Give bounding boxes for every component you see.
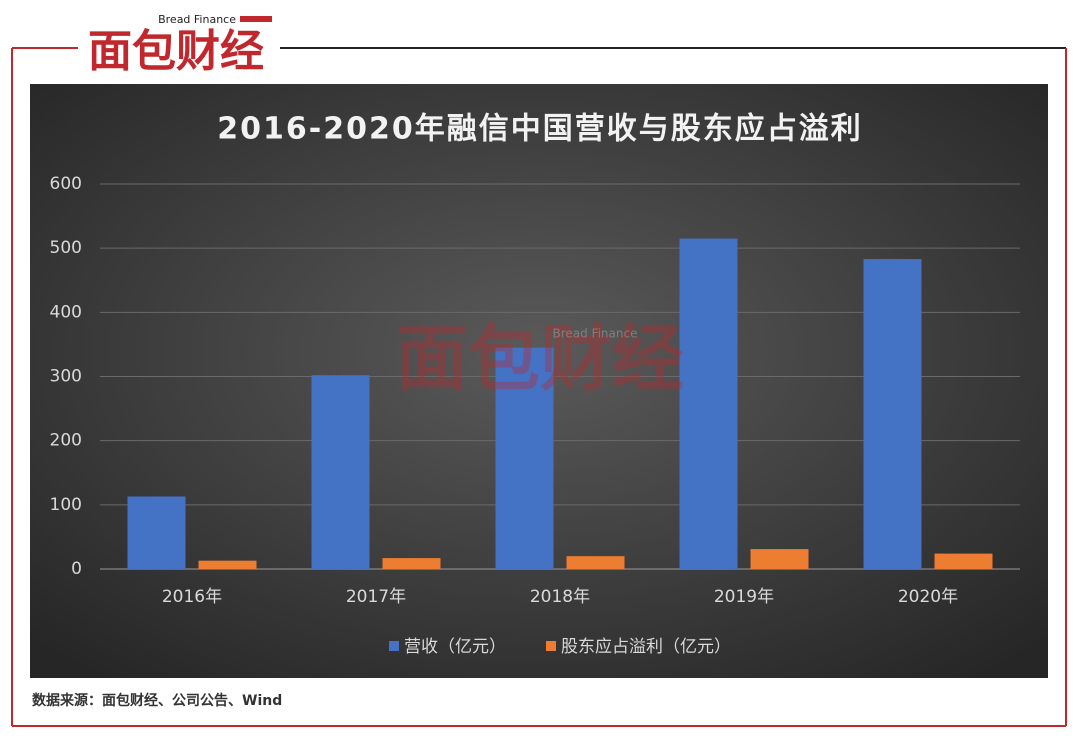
y-tick-label: 400 [50,302,82,322]
plot: 0 100 200 300 400 500 600 2016年 2017年 2018年 2019年 2… [50,174,1020,657]
y-tick-label: 500 [50,238,82,258]
source-note: 数据来源：面包财经、公司公告、Wind [32,692,282,709]
x-tick-label: 2018年 [530,587,590,607]
watermark: 面包财经 [396,317,684,401]
logo-bar [240,16,272,22]
x-tick-label: 2019年 [714,587,774,607]
bar [566,556,625,569]
bar [311,375,370,569]
logo-english: Bread Finance [158,13,236,26]
bar [127,496,186,569]
bar [495,347,554,569]
y-tick-label: 300 [50,367,82,387]
chart-title: 2016-2020年融信中国营收与股东应占溢利 [217,112,862,147]
bar [863,259,922,569]
x-tick-label: 2016年 [162,587,222,607]
bar [679,238,738,569]
bar [934,553,993,569]
x-tick-label: 2017年 [346,587,406,607]
watermark-english: Bread Finance [553,327,638,341]
x-tick-label: 2020年 [898,587,958,607]
logo: 面包财经 [88,26,264,77]
y-tick-label: 100 [50,495,82,515]
y-tick-label: 200 [50,431,82,451]
bar [750,549,809,569]
legend-swatch [546,641,556,651]
y-tick-label: 0 [71,559,82,579]
legend-label: 营收（亿元） [404,637,506,657]
legend-label: 股东应占溢利（亿元） [561,637,731,657]
y-tick-label: 600 [50,174,82,194]
legend-swatch [389,641,399,651]
bar [382,558,441,569]
bar [198,560,257,569]
